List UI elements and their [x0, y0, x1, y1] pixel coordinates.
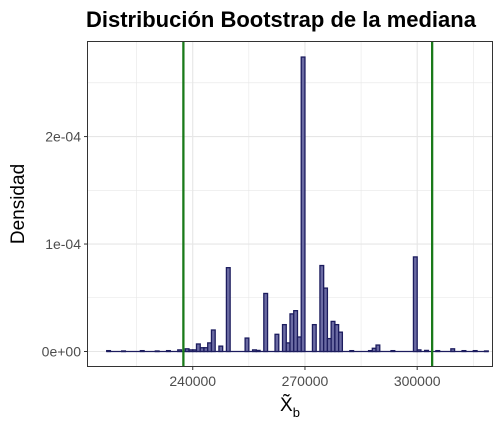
histogram-bar: [311, 323, 317, 353]
histogram-bar: [337, 331, 344, 353]
histogram-bar: [416, 349, 422, 353]
x-axis-title: X̃b: [280, 394, 300, 420]
panel-border: [87, 41, 493, 367]
x-tick-label: 300000: [394, 373, 441, 389]
x-tick-label: 270000: [282, 373, 329, 389]
histogram-bar: [139, 349, 145, 353]
histogram-bar: [450, 348, 456, 353]
y-tick-label: 1e-04: [45, 236, 81, 252]
histogram-bar: [472, 349, 478, 353]
histogram-bar: [165, 349, 171, 353]
histogram-bar: [424, 349, 430, 353]
histogram-bar: [263, 292, 269, 353]
histogram-bar: [281, 323, 287, 353]
histogram-bar: [390, 349, 396, 353]
x-axis-title-main: X̃: [280, 394, 293, 416]
histogram-bar: [375, 344, 381, 353]
y-tick-label: 0e+00: [42, 343, 82, 359]
y-tick-label: 2e-04: [45, 129, 81, 145]
histogram-bar: [300, 56, 306, 353]
chart-title: Distribución Bootstrap de la mediana: [86, 7, 477, 32]
histogram-bar: [255, 349, 261, 353]
histogram-bar: [121, 350, 127, 353]
histogram-bar: [323, 287, 329, 353]
histogram-bar: [461, 349, 467, 353]
histogram-bar: [244, 337, 250, 353]
histogram-bar: [483, 350, 489, 353]
x-axis-title-subscript: b: [293, 405, 300, 420]
y-axis-ticks: 0e+00 1e-04 2e-04: [42, 129, 88, 359]
histogram-bars: [106, 56, 489, 353]
interval-lines: [182, 42, 434, 366]
histogram-bar: [274, 333, 280, 353]
histogram-bar: [349, 349, 355, 353]
x-axis-ticks: 240000 270000 300000: [169, 366, 441, 389]
histogram-bar: [210, 329, 216, 353]
histogram-bar: [225, 267, 231, 353]
histogram-bar: [177, 349, 183, 353]
histogram-bar: [435, 349, 441, 353]
histogram-bar: [412, 256, 418, 353]
histogram-bar: [106, 349, 112, 353]
y-axis-title: Densidad: [8, 164, 29, 244]
histogram-bar: [293, 310, 299, 353]
x-tick-label: 240000: [169, 373, 216, 389]
histogram-bar: [218, 345, 224, 353]
histogram-bar: [154, 350, 160, 353]
